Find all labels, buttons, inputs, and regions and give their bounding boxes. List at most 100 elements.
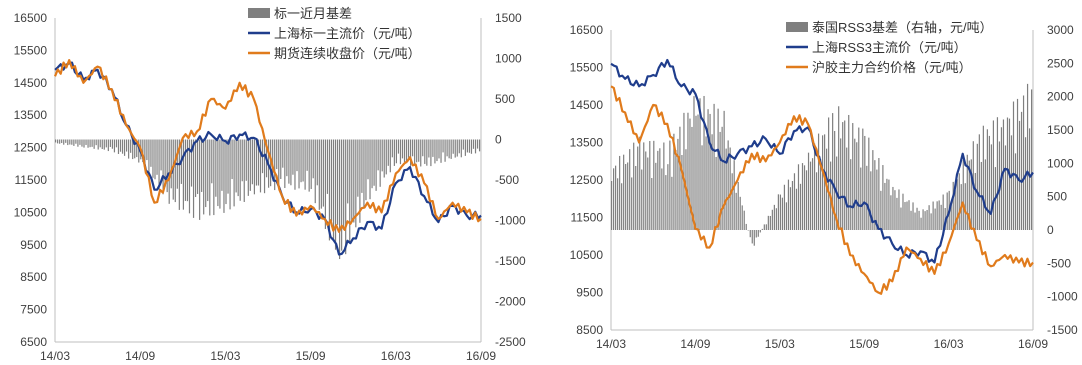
basis-bar	[950, 204, 952, 230]
basis-bar	[162, 139, 164, 195]
basis-bar	[278, 139, 280, 188]
basis-bar	[890, 195, 892, 230]
basis-bar	[426, 139, 428, 166]
y-right-tick-label: -1000	[495, 214, 526, 228]
basis-bar	[57, 139, 59, 144]
basis-bar	[627, 162, 629, 230]
basis-bar	[276, 139, 278, 170]
basis-bar	[884, 182, 886, 230]
y-left-tick-label: 11500	[571, 211, 604, 225]
basis-bar	[369, 139, 371, 200]
y-left-tick-label: 15500	[14, 43, 48, 57]
basis-bar	[813, 143, 816, 230]
basis-bar	[892, 186, 894, 230]
basis-bar	[312, 139, 314, 179]
basis-bar	[328, 139, 331, 241]
basis-bar	[773, 204, 775, 230]
basis-bar	[765, 224, 767, 230]
basis-bar	[316, 139, 318, 186]
basis-bar	[868, 137, 870, 230]
basis-bar	[383, 139, 385, 178]
basis-bar	[231, 139, 233, 180]
basis-bar	[332, 139, 335, 240]
basis-bar	[308, 139, 310, 192]
basis-bar	[476, 139, 479, 149]
basis-bar	[781, 197, 784, 230]
basis-bar	[59, 139, 61, 144]
basis-bar	[464, 139, 466, 156]
basis-bar	[723, 110, 725, 230]
basis-bar	[1010, 135, 1013, 230]
basis-bar	[93, 139, 95, 149]
basis-bar	[986, 129, 988, 230]
basis-bar	[617, 178, 619, 230]
basis-bar	[906, 201, 908, 230]
basis-bar	[111, 139, 113, 149]
basis-bar	[639, 136, 641, 230]
futures-price-line	[53, 59, 482, 233]
basis-bar	[747, 230, 749, 231]
basis-bar	[85, 139, 87, 145]
y-right-tick-label: 1000	[1047, 156, 1074, 170]
basis-bar	[284, 139, 286, 188]
basis-bar	[840, 138, 842, 230]
basis-bar	[156, 139, 158, 175]
basis-bar	[822, 135, 824, 230]
basis-bar	[791, 180, 794, 230]
basis-bar	[874, 160, 876, 230]
y-right-tick-label: 0	[495, 133, 502, 147]
basis-bar	[182, 139, 184, 210]
basis-bar	[403, 139, 406, 163]
basis-bar	[687, 112, 689, 230]
basis-bar	[970, 159, 972, 230]
basis-bar	[862, 128, 864, 230]
basis-bar	[952, 181, 954, 230]
basis-bar	[65, 139, 67, 143]
basis-bar	[401, 139, 404, 159]
basis-bar	[755, 230, 757, 238]
basis-bar	[128, 139, 130, 159]
basis-bar	[783, 184, 786, 230]
basis-bar	[733, 160, 735, 230]
basis-bar	[817, 133, 820, 230]
basis-bar	[954, 190, 956, 230]
basis-bar	[854, 138, 856, 230]
x-tick-label: 14/09	[125, 349, 155, 363]
basis-bar	[914, 212, 916, 230]
basis-bar	[399, 139, 402, 165]
basis-bar	[920, 217, 922, 230]
basis-bar	[217, 139, 219, 207]
basis-bar	[904, 202, 906, 230]
basis-bar	[280, 139, 282, 179]
basis-bar	[456, 139, 458, 157]
basis-bar	[621, 183, 623, 230]
basis-bar	[679, 126, 681, 230]
basis-bar	[454, 139, 456, 158]
basis-bar	[353, 139, 355, 223]
basis-bar	[75, 139, 77, 144]
basis-bar	[115, 139, 118, 148]
basis-bar	[926, 209, 928, 230]
basis-bar	[414, 139, 416, 166]
y-left-tick-label: 16500	[570, 23, 604, 37]
basis-bar	[974, 172, 976, 230]
y-right-tick-label: -2000	[495, 295, 526, 309]
basis-bar	[233, 139, 235, 207]
basis-bar	[113, 139, 116, 153]
basis-bar	[938, 200, 940, 230]
basis-bar	[320, 139, 322, 209]
basis-bar	[89, 139, 91, 148]
basis-bar	[1004, 145, 1007, 230]
basis-bar	[992, 120, 995, 230]
basis-bar	[213, 139, 215, 216]
y-right-tick-label: 3000	[1047, 23, 1074, 37]
basis-bar	[615, 165, 617, 230]
basis-bar	[713, 103, 715, 230]
basis-bar	[707, 109, 709, 230]
basis-bar	[922, 209, 924, 230]
basis-bar	[719, 131, 721, 230]
basis-bar	[645, 151, 647, 230]
basis-bar	[711, 134, 713, 230]
basis-bar	[789, 187, 792, 230]
basis-bar	[126, 139, 128, 152]
